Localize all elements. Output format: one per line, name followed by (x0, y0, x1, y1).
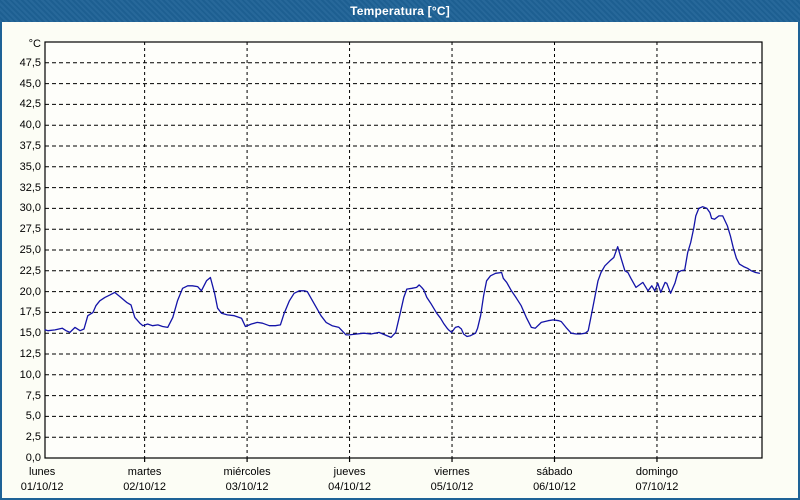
x-day-name-label: jueves (333, 466, 366, 478)
y-tick-label: 20,0 (19, 285, 41, 298)
y-tick-label: 10,0 (19, 368, 41, 381)
y-tick-label: 37,5 (19, 140, 41, 152)
y-tick-label: 25,0 (19, 244, 41, 256)
y-axis-unit-label: °C (28, 38, 41, 50)
y-tick-label: 22,5 (19, 264, 41, 277)
x-day-date-label: 07/10/12 (635, 481, 679, 493)
y-tick-label: 27,5 (19, 223, 41, 236)
y-tick-label: 35,0 (19, 160, 41, 173)
y-tick-label: 17,5 (19, 306, 41, 319)
y-tick-label: 30,0 (19, 202, 41, 215)
window-title-bar[interactable]: Temperatura [°C] (0, 0, 800, 22)
x-day-name-label: lunes (29, 466, 56, 478)
y-tick-label: 32,5 (19, 181, 41, 194)
y-tick-label: 2,5 (25, 431, 41, 444)
y-tick-label: 42,5 (19, 98, 41, 111)
y-tick-label: 15,0 (19, 327, 41, 340)
x-day-date-label: 05/10/12 (430, 481, 474, 493)
x-day-name-label: domingo (635, 466, 679, 478)
window-title-text: Temperatura [°C] (350, 4, 450, 18)
y-tick-label: 45,0 (19, 77, 41, 90)
y-tick-label: 47,5 (19, 56, 41, 69)
temperature-line (44, 206, 761, 339)
y-tick-label: 40,0 (19, 119, 41, 132)
x-day-date-label: 03/10/12 (225, 481, 269, 493)
x-day-name-label: sábado (536, 466, 573, 478)
y-tick-label: 5,0 (25, 410, 41, 423)
x-day-name-label: martes (127, 466, 162, 478)
y-tick-label: 12,5 (19, 348, 41, 360)
y-tick-label: 7,5 (25, 389, 41, 402)
x-day-date-label: 01/10/12 (20, 481, 64, 493)
x-day-date-label: 02/10/12 (123, 481, 167, 493)
y-tick-label: 0,0 (25, 452, 41, 464)
x-day-name-label: viernes (434, 466, 470, 478)
x-day-date-label: 06/10/12 (533, 481, 576, 493)
x-day-date-label: 04/10/12 (328, 481, 371, 493)
x-day-name-label: miércoles (223, 466, 271, 478)
